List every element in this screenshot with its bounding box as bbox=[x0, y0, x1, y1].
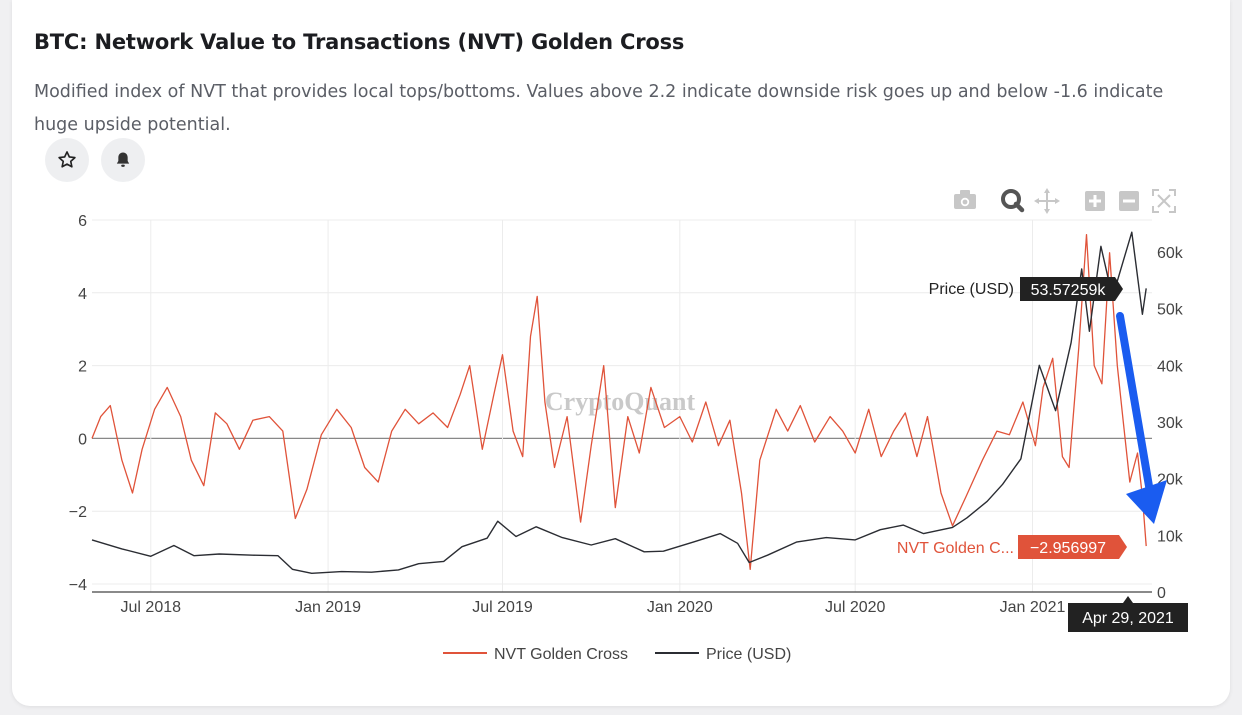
y-left-tick-label: −4 bbox=[69, 577, 87, 594]
camera-icon[interactable] bbox=[954, 190, 976, 209]
x-tick-label: Jan 2021 bbox=[1000, 599, 1066, 616]
x-tick-label: Jul 2019 bbox=[472, 599, 533, 616]
y-left-tick-label: 0 bbox=[78, 431, 87, 448]
zoom-in-icon[interactable] bbox=[1085, 191, 1105, 211]
series-layer bbox=[91, 231, 1147, 574]
star-icon bbox=[58, 151, 76, 168]
chart-card bbox=[12, 0, 1230, 706]
autoscale-icon[interactable] bbox=[1152, 189, 1176, 213]
x-tick-label: Jan 2019 bbox=[295, 599, 361, 616]
price-hover-tooltip: Price (USD) 53.57259k bbox=[929, 277, 1123, 301]
date-hover-value: Apr 29, 2021 bbox=[1082, 610, 1174, 627]
date-hover-tooltip: Apr 29, 2021 bbox=[1068, 596, 1188, 632]
y-axis-left: 6 4 2 0 −2 −4 bbox=[69, 213, 87, 594]
y-right-tick-label: 30k bbox=[1157, 415, 1184, 432]
x-tick-label: Jan 2020 bbox=[647, 599, 713, 616]
nvt-hover-box bbox=[1018, 535, 1127, 559]
modebar bbox=[954, 188, 1176, 214]
price-usd-line bbox=[91, 231, 1147, 574]
y-left-tick-label: 2 bbox=[78, 359, 87, 376]
x-tick-label: Jul 2018 bbox=[121, 599, 182, 616]
y-right-tick-label: 60k bbox=[1157, 245, 1184, 262]
watermark: CryptoQuant bbox=[545, 387, 696, 416]
nvt-hover-value: −2.956997 bbox=[1030, 540, 1106, 557]
chart-title: BTC: Network Value to Transactions (NVT)… bbox=[34, 30, 685, 54]
y-left-tick-label: −2 bbox=[69, 504, 87, 521]
nvt-golden-cross-line bbox=[91, 233, 1147, 571]
legend: NVT Golden Cross Price (USD) bbox=[443, 646, 791, 663]
chart-description: Modified index of NVT that provides loca… bbox=[34, 82, 1164, 135]
price-hover-label: Price (USD) bbox=[929, 281, 1014, 298]
price-hover-box bbox=[1020, 277, 1123, 301]
y-right-tick-label: 40k bbox=[1157, 358, 1184, 375]
nvt-hover-tooltip: NVT Golden C... −2.956997 bbox=[897, 535, 1127, 559]
legend-nvt-label: NVT Golden Cross bbox=[494, 646, 628, 663]
price-hover-value: 53.57259k bbox=[1031, 282, 1107, 299]
grid bbox=[92, 219, 1152, 592]
x-tick-label: Jul 2020 bbox=[825, 599, 886, 616]
bell-icon bbox=[116, 152, 130, 167]
y-left-tick-label: 4 bbox=[78, 286, 87, 303]
alert-button[interactable] bbox=[101, 138, 145, 182]
zoom-icon[interactable] bbox=[1001, 189, 1025, 213]
pan-icon[interactable] bbox=[1034, 188, 1060, 214]
y-right-tick-label: 50k bbox=[1157, 302, 1184, 319]
legend-price-label: Price (USD) bbox=[706, 646, 791, 663]
y-right-tick-label: 10k bbox=[1157, 528, 1184, 545]
zoom-out-icon[interactable] bbox=[1119, 191, 1139, 211]
favorite-button[interactable] bbox=[45, 138, 89, 182]
annotation-arrow bbox=[1116, 312, 1167, 524]
x-axis: Jul 2018 Jan 2019 Jul 2019 Jan 2020 Jul 2020… bbox=[92, 591, 1152, 616]
y-left-tick-label: 6 bbox=[78, 213, 87, 230]
y-right-tick-label: 0 bbox=[1157, 585, 1166, 602]
nvt-hover-label: NVT Golden C... bbox=[897, 540, 1014, 557]
